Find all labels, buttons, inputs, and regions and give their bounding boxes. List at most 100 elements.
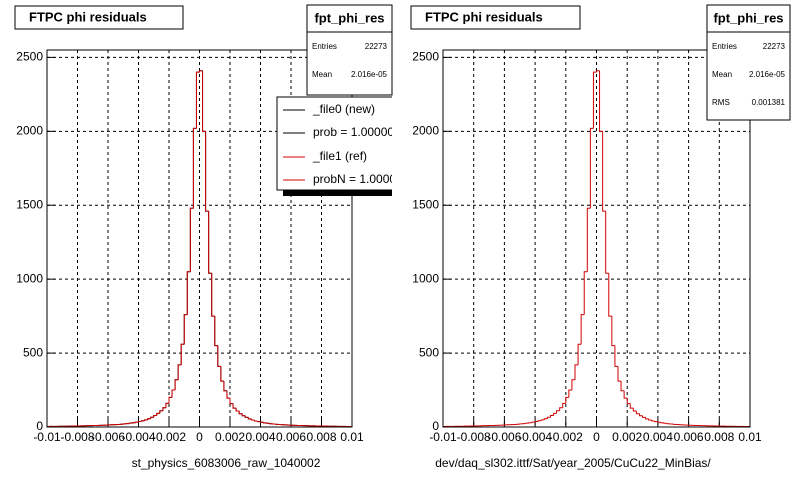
histogram-bin [153,414,157,418]
x-tick-label: -0.004 [121,430,155,444]
histogram-bin [553,412,557,416]
x-tick-label: -0.01 [429,430,457,444]
histogram-bin [605,211,609,274]
stats-key: Mean [312,70,332,79]
histogram-bin [620,381,625,392]
histogram-bin [623,390,628,399]
y-tick-label: 2000 [16,123,43,137]
x-tick-label: 0.008 [704,430,734,444]
histogram-bin [596,70,600,73]
histogram-bin [660,422,665,424]
stats-key: RMS [712,98,730,107]
y-tick-label: 1000 [16,271,43,285]
stats-key: Entries [712,42,737,51]
histogram-bin [199,70,203,73]
stats-value: 22273 [365,42,388,51]
stats-key: Mean [712,70,732,79]
plot-border [442,49,751,428]
x-axis-label: dev/daq_sl302.ittf/Sat/year_2005/CuCu22_… [435,456,711,470]
histogram-bin [617,366,622,382]
stats-value: 22273 [763,42,786,51]
stats-value: 0.001381 [752,98,786,107]
histogram-bin [162,407,166,411]
plot-border [46,49,353,428]
x-tick-label: -0.004 [518,430,552,444]
legend-label: _file1 (ref) [312,149,367,163]
stats-title: fpt_phi_res [713,10,783,25]
x-tick-label: 0 [196,430,203,444]
stats-value: 2.016e-05 [351,70,388,79]
histogram-bin [577,343,582,365]
x-tick-label: 0 [593,430,600,444]
histogram-bin [141,420,145,422]
histogram-bin [186,271,191,315]
histogram-bin [177,364,182,380]
histogram-bin [192,127,197,209]
y-tick-label: 500 [419,345,439,359]
x-tick-label: -0.006 [487,430,521,444]
histogram-bin [189,207,194,272]
histogram-bin [168,396,173,404]
legend-box [276,96,392,191]
legend-note: probN = 1.00000 [313,172,403,186]
histogram-bin [260,421,264,423]
histogram-bin [183,314,188,345]
x-tick-label: 0.002 [215,430,245,444]
stats-key: Entries [312,42,337,51]
histogram-bin [559,407,563,411]
legend-note: prob = 1.000000 [313,125,401,139]
histogram-bin [531,421,536,423]
histogram-bin [211,273,215,317]
histogram-bin [241,413,246,417]
x-tick-label: 0.01 [340,430,364,444]
stats-box [706,4,791,121]
legend-label: _file0 (new) [312,102,375,116]
y-tick-label: 500 [23,345,43,359]
histogram-bin [253,420,258,422]
x-tick-label: -0.008 [457,430,491,444]
histogram-bin [586,207,591,272]
histogram-bin [571,379,576,391]
y-tick-label: 0 [36,419,43,433]
histogram-bin [205,131,209,212]
histogram-bin [648,418,652,421]
x-tick-label: 0.006 [276,430,306,444]
histogram-bin [147,418,151,420]
histogram-bin [165,402,169,408]
histogram-bin [611,316,615,347]
histogram-bin [138,421,142,423]
histogram-bin [223,381,227,392]
y-tick-label: 1500 [16,197,43,211]
y-tick-label: 0 [432,419,439,433]
histogram-bin [657,421,661,423]
legend: _file0 (new) prob = 1.000000 _file1 (ref) p… [276,96,403,196]
histogram-bin [232,403,237,409]
x-tick-label: 0.008 [306,430,336,444]
histogram-bin [632,408,637,412]
histogram-bin [180,343,185,365]
x-tick-label: 0.01 [738,430,762,444]
histogram-bin [217,345,221,367]
histogram-bin [635,411,640,415]
histogram-bin [589,127,594,209]
y-tick-label: 1500 [412,197,439,211]
x-tick-label: -0.002 [152,430,186,444]
histogram-bin [238,411,243,415]
stats-box [306,4,393,96]
histogram-bin [229,398,234,405]
histogram-bin [195,71,200,129]
histogram-bin [214,316,218,347]
histogram-bin [608,273,612,317]
histogram-bin [654,420,658,423]
chart-title: FTPC phi residuals [425,9,543,24]
histogram-bin [171,389,176,398]
histogram-bin [256,420,261,423]
histogram-bin [556,410,560,414]
x-tick-label: -0.01 [33,430,61,444]
histogram-bin [235,408,240,412]
histogram-bin [174,379,179,391]
histogram-bin [156,412,160,416]
histogram-bin [549,414,554,418]
histogram-bin [614,345,618,367]
